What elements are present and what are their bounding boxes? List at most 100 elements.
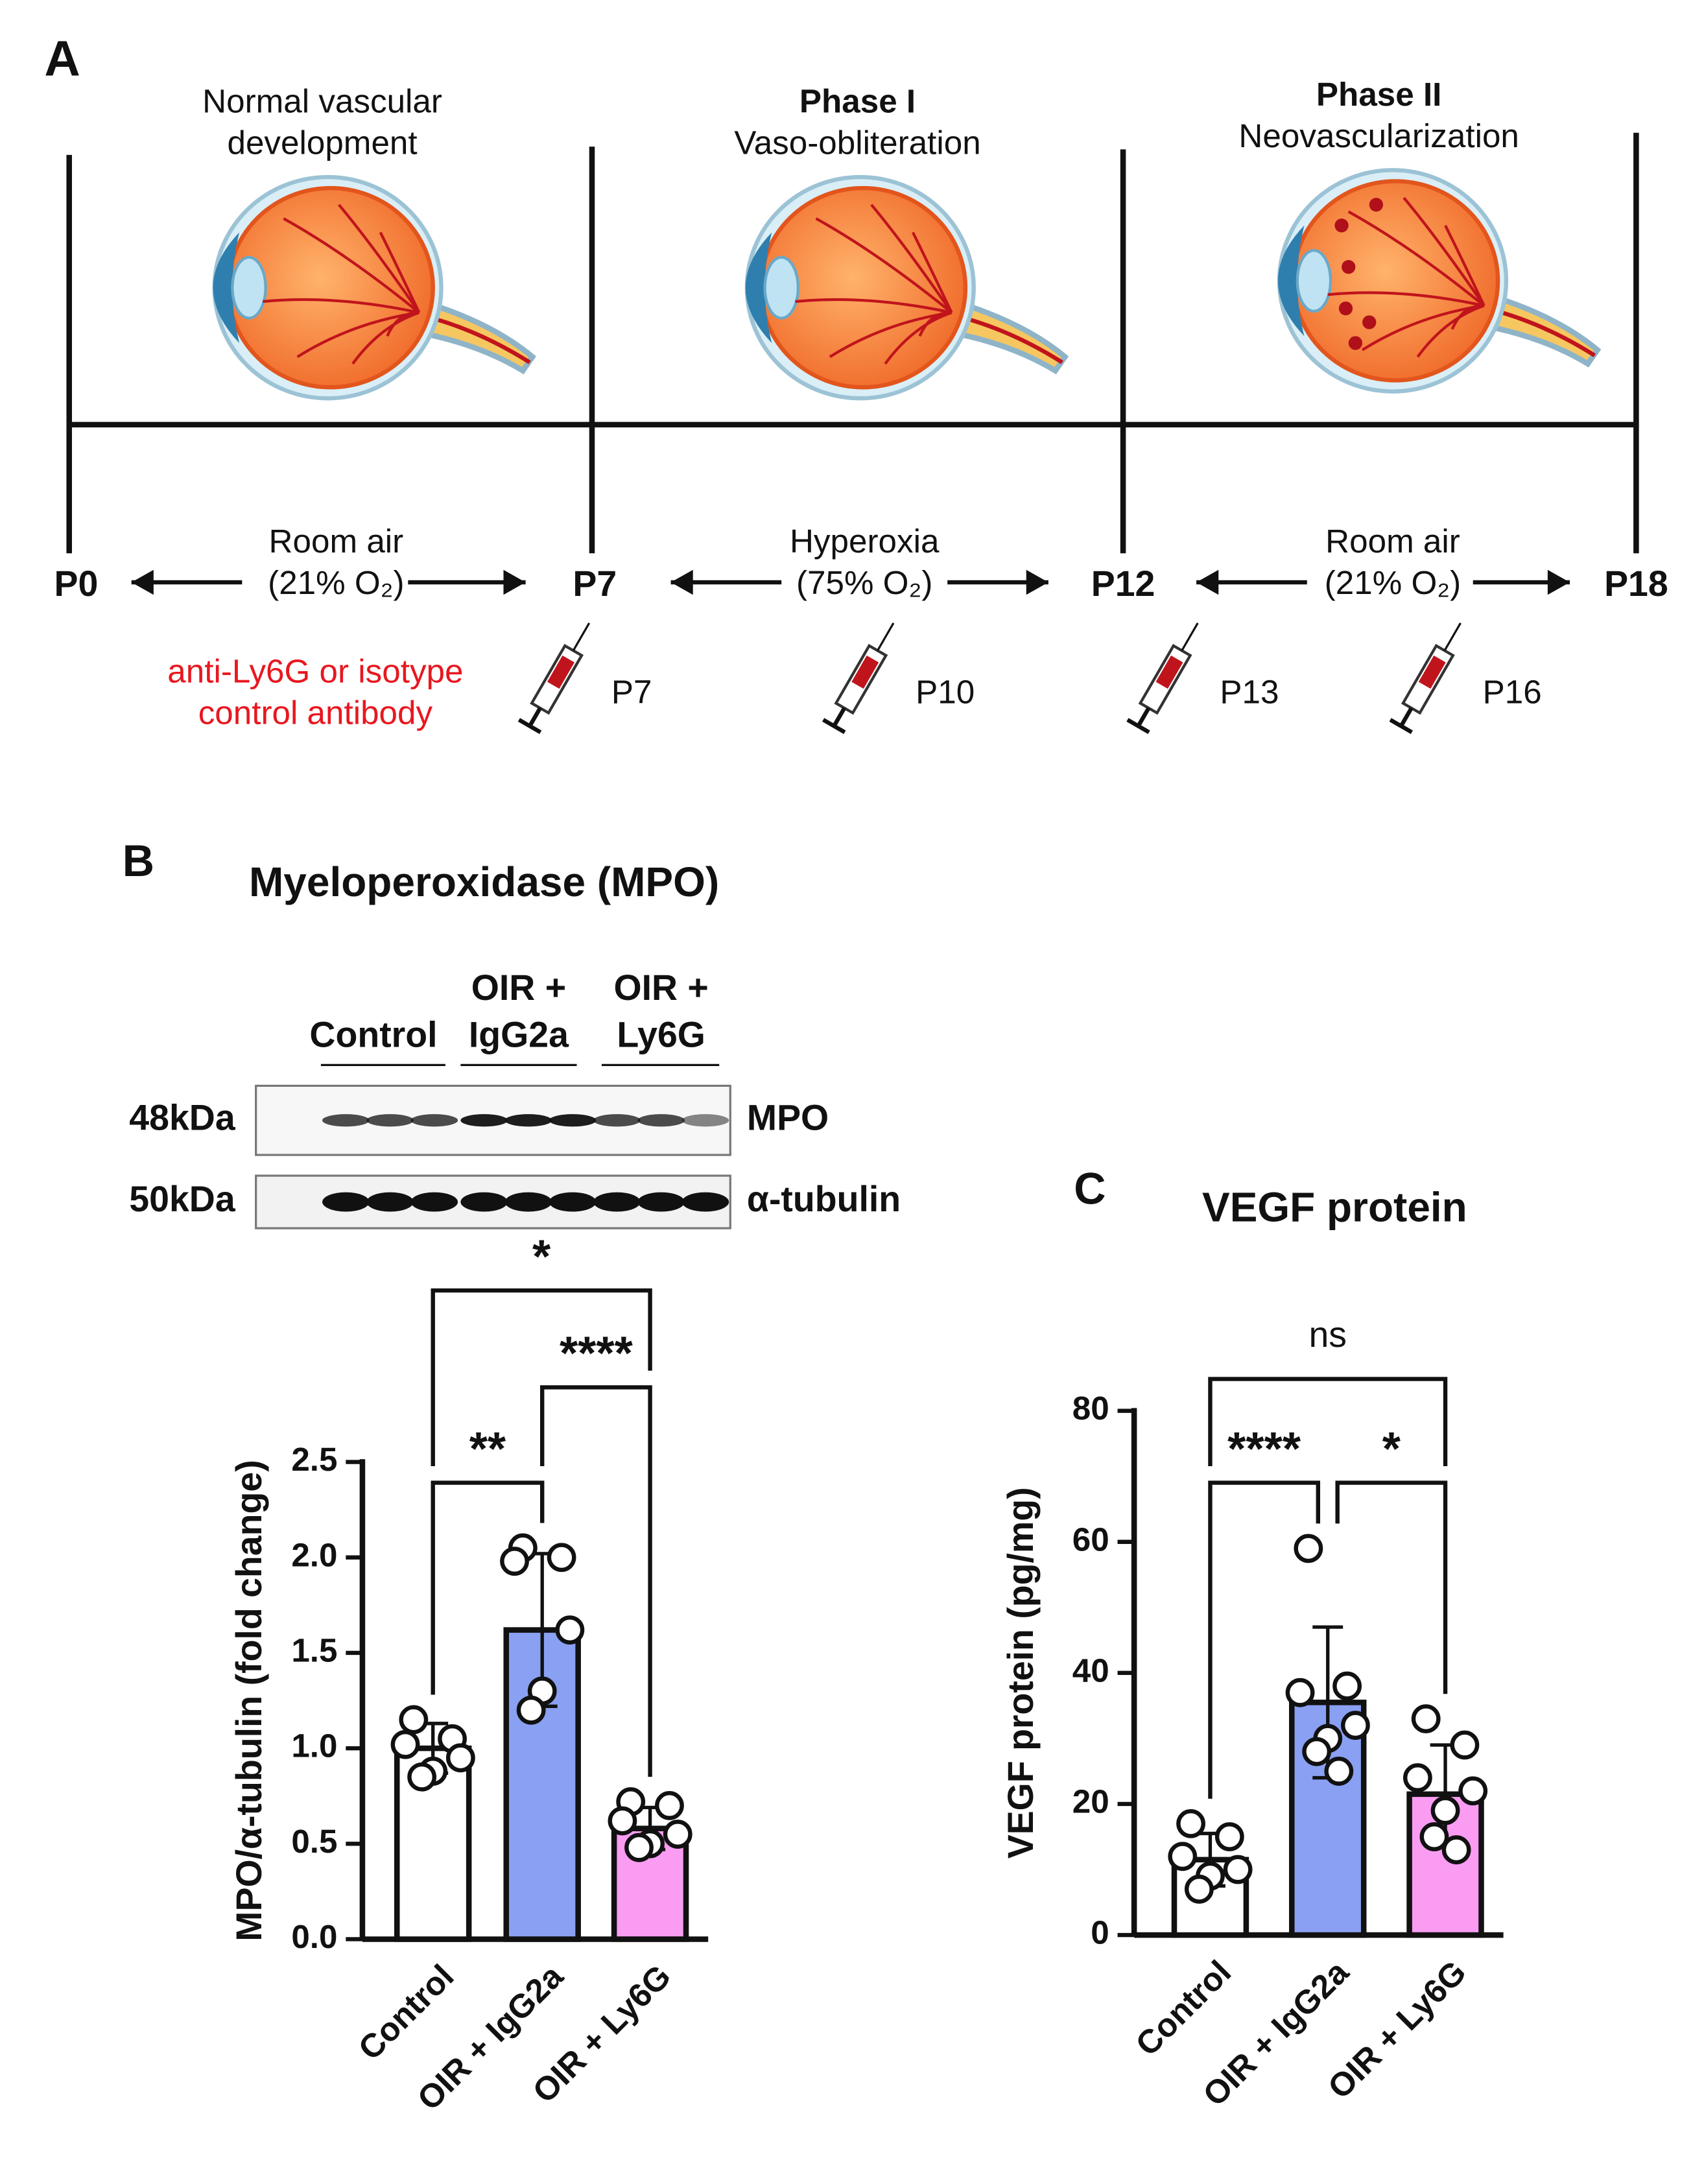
data-point [500,1547,529,1576]
data-point [1341,1711,1370,1740]
vessel [263,298,420,315]
arrowhead [503,569,526,595]
blot-band [637,1114,685,1127]
syringe-icon [1126,622,1199,734]
data-point [1441,1835,1471,1865]
blot-band [504,1192,552,1212]
plunger [832,707,847,728]
blot-band [410,1192,458,1212]
data-point [1430,1796,1460,1825]
data-point [1402,1763,1432,1792]
blot-group: Control [309,1014,437,1054]
plunger [528,707,542,728]
blot-marker: 50kDa [129,1179,236,1219]
blot-band [504,1114,552,1127]
significance-bracket [1335,1480,1448,1694]
significance-label: ** [469,1423,506,1475]
data-point [1458,1776,1488,1806]
tuft [1342,260,1356,274]
timepoint: P18 [1604,564,1668,604]
blot-band [366,1192,414,1212]
data-point [655,1791,684,1820]
syringe-fluid [1155,655,1183,689]
significance-bracket [431,1288,652,1466]
tuft [1369,198,1384,212]
lens [763,255,799,320]
tuft [1362,315,1377,329]
plunger-head [822,718,846,734]
data-point [407,1762,437,1792]
data-point [1176,1809,1205,1838]
cornea [1277,225,1305,337]
syringe-fluid [547,655,574,689]
syringe-icon [1389,622,1461,734]
syringe-icon [517,622,591,734]
injection-day: P7 [611,673,652,710]
data-point [608,1806,637,1836]
blot-band [681,1114,729,1127]
phase-text: development [228,124,418,161]
y-tick-label: 1.5 [291,1632,337,1668]
y-tick-label: 0.5 [291,1823,337,1860]
blot-band [322,1192,370,1212]
arrowhead [131,569,154,595]
needle [1443,622,1461,652]
data-point [1223,1855,1253,1884]
optic-nerve [411,298,537,375]
arrowhead [1196,569,1219,595]
data-point [390,1729,420,1759]
condition: Room air [1325,523,1460,560]
y-tick-label: 0 [1091,1914,1109,1951]
x-tick-label: Control [351,1958,461,2067]
plunger-head [1126,718,1150,734]
optic-nerve [944,298,1069,375]
vessel [1444,224,1485,307]
vessel [815,217,953,314]
blot-band [637,1192,685,1212]
blot-band [460,1114,508,1127]
injection-day: P16 [1483,673,1542,710]
blot-band [593,1192,641,1212]
data-point [1184,1874,1214,1904]
blot-band [410,1114,458,1127]
phase-title: Phase II [1316,76,1441,113]
cornea [745,232,772,343]
significance-bracket [431,1480,545,1695]
significance-label: * [532,1230,551,1283]
plunger [1399,707,1414,728]
vessel [1327,291,1485,307]
optic-nerve [1476,291,1602,368]
vessel [870,204,953,314]
blot-band [549,1192,597,1212]
lens [1296,248,1332,313]
eye-illustration [212,174,537,401]
panel-label: A [44,30,80,86]
significance-bracket [1208,1480,1321,1799]
vessel [1402,196,1485,307]
syringe-fluid [851,655,879,689]
data-point [1285,1678,1315,1707]
timepoint: P12 [1091,564,1155,604]
data-point [1294,1534,1323,1563]
blot-band [681,1192,729,1212]
arrowhead [1547,569,1570,595]
data-point [663,1820,692,1849]
vessel [911,231,953,313]
x-tick-label: Control [1128,1953,1238,2063]
condition-detail: (75% O₂) [796,564,932,601]
vessel [1347,210,1485,307]
chart-title: VEGF protein [1202,1183,1467,1230]
y-tick-label: 2.5 [291,1441,337,1478]
cornea [213,232,240,343]
blot-band [460,1192,508,1212]
injection-day: P10 [916,673,975,710]
condition: Hyperoxia [790,523,940,560]
data-point [547,1543,576,1573]
plunger [1136,707,1151,728]
data-point [1332,1671,1362,1701]
blot-band [366,1114,414,1127]
tuft [1338,301,1353,316]
timepoint: P7 [573,564,617,604]
y-tick-label: 40 [1072,1652,1109,1689]
